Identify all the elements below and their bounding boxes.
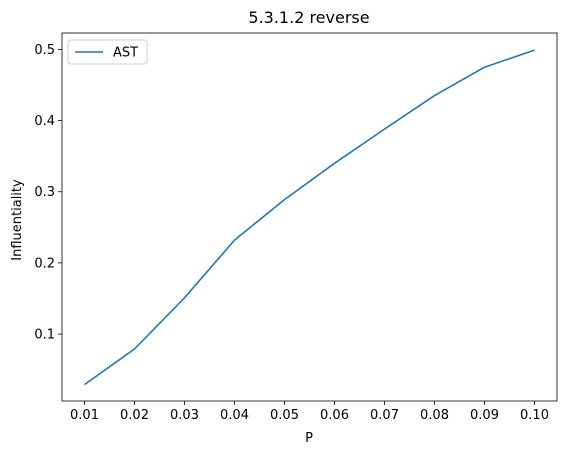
y-axis-label: Influentiality xyxy=(10,179,25,261)
x-tick-label: 0.09 xyxy=(470,408,499,423)
y-tick-label: 0.3 xyxy=(34,185,55,200)
x-tick-label: 0.05 xyxy=(270,408,299,423)
legend-label: AST xyxy=(113,46,138,61)
x-tick-label: 0.01 xyxy=(70,408,99,423)
x-tick-label: 0.06 xyxy=(320,408,349,423)
x-tick-label: 0.03 xyxy=(170,408,199,423)
y-tick-label: 0.4 xyxy=(34,114,55,129)
x-tick-label: 0.07 xyxy=(370,408,399,423)
x-tick-label: 0.02 xyxy=(120,408,149,423)
y-tick-label: 0.5 xyxy=(34,43,55,58)
y-tick-label: 0.1 xyxy=(34,328,55,343)
legend-box xyxy=(67,39,148,65)
chart-title: 5.3.1.2 reverse xyxy=(248,8,369,27)
plot-frame xyxy=(61,32,558,402)
x-tick-label: 0.04 xyxy=(220,408,249,423)
x-axis-label: P xyxy=(305,431,313,446)
plot-area: 0.01 0.02 0.03 0.04 0.05 0.06 0.07 0.08 0.09 0.10… xyxy=(34,32,558,423)
x-tick-label: 0.10 xyxy=(520,408,549,423)
series-line xyxy=(84,49,535,386)
y-tick-label: 0.2 xyxy=(34,256,55,271)
x-tick-label: 0.08 xyxy=(420,408,449,423)
